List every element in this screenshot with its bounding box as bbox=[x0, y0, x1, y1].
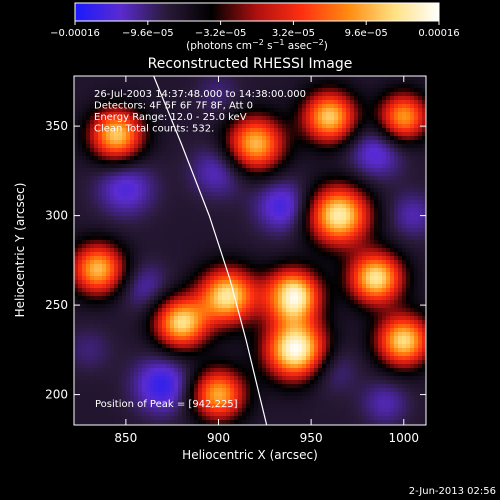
info-annotations: 26-Jul-2003 14:37:48.000 to 14:38:00.000… bbox=[94, 89, 306, 135]
colorbar-tick-label: −0.00016 bbox=[50, 28, 100, 39]
colorbar-units: (photons cm−2 s−1 asec−2) bbox=[186, 38, 328, 52]
annotation-line: Energy Range: 12.0 - 25.0 keV bbox=[94, 112, 247, 123]
y-tick-label: 200 bbox=[45, 388, 68, 402]
colorbar-tick-label: 0.00016 bbox=[418, 28, 459, 39]
x-tick-label: 1000 bbox=[388, 431, 419, 445]
y-axis-label: Heliocentric Y (arcsec) bbox=[13, 183, 27, 318]
timestamp: 2-Jun-2013 02:56 bbox=[409, 486, 496, 497]
colorbar-tick-label: 3.2e−05 bbox=[272, 28, 315, 39]
x-tick-label: 900 bbox=[207, 431, 230, 445]
colorbar-tick-label: −3.2e−05 bbox=[195, 28, 247, 39]
colorbar-ticks: −0.00016 −9.6e−05 −3.2e−05 3.2e−05 9.6e−05 0.… bbox=[50, 21, 460, 39]
annotation-line: 26-Jul-2003 14:37:48.000 to 14:38:00.000 bbox=[94, 89, 306, 100]
heatmap bbox=[74, 76, 426, 425]
colorbar bbox=[74, 2, 440, 22]
annotation-line: Detectors: 4F 5F 6F 7F 8F, Att 0 bbox=[94, 101, 253, 112]
peak-position-label: Position of Peak = [942,225] bbox=[95, 399, 238, 410]
plot-frame bbox=[73, 75, 427, 426]
x-tick-label: 850 bbox=[114, 431, 137, 445]
colorbar-tick-label: −9.6e−05 bbox=[122, 28, 174, 39]
solar-limb-curve bbox=[153, 76, 268, 425]
y-tick-label: 300 bbox=[45, 209, 68, 223]
chart-title: Reconstructed RHESSI Image bbox=[148, 56, 353, 72]
annotation-line: Clean Total counts: 532. bbox=[94, 124, 214, 135]
x-axis: 850 900 950 1000 bbox=[114, 76, 419, 445]
y-axis: 200 250 300 350 bbox=[45, 119, 426, 402]
x-tick-label: 950 bbox=[300, 431, 323, 445]
y-tick-label: 350 bbox=[45, 119, 68, 133]
colorbar-tick-label: 9.6e−05 bbox=[345, 28, 388, 39]
x-axis-label: Heliocentric X (arcsec) bbox=[182, 448, 318, 462]
y-tick-label: 250 bbox=[45, 298, 68, 312]
